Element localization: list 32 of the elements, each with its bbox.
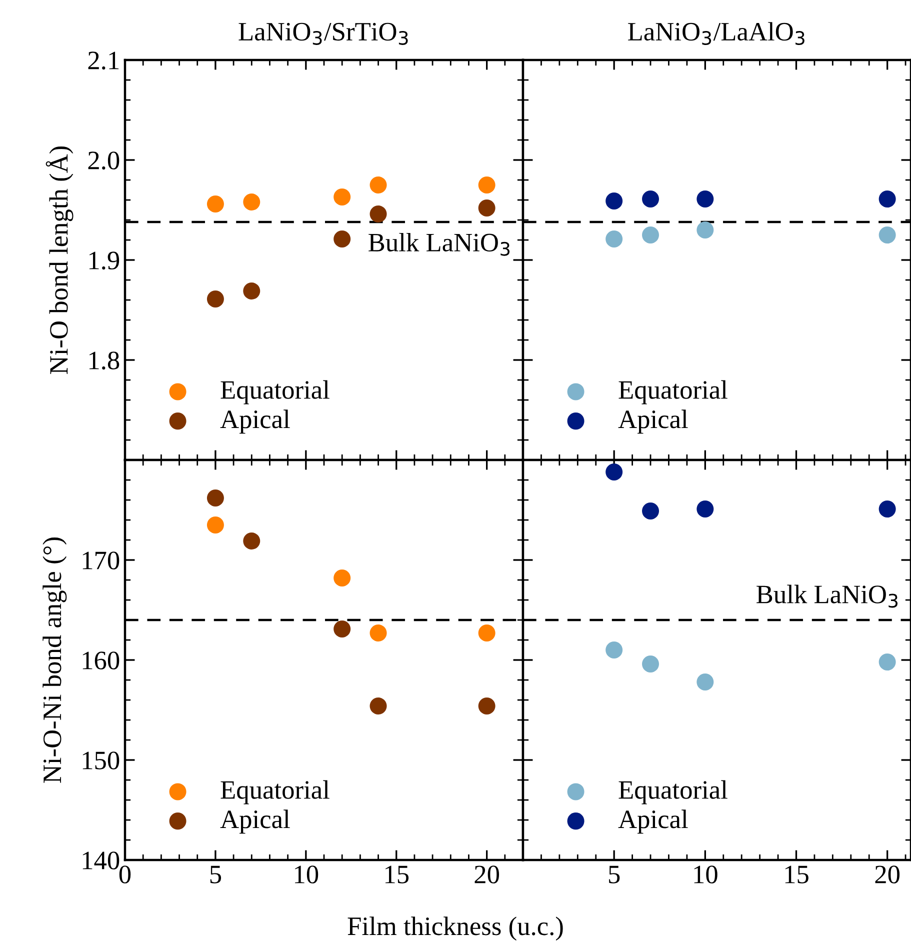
chart-title: LaNiO$_{3}$/LaAlO$_{3}$ [628, 22, 804, 45]
x-axis-title: Film thickness (u.c.) [348, 916, 563, 941]
legend-label: Equatorial [220, 780, 330, 804]
y-tick-label: 1.8 [89, 352, 120, 370]
y-axis-title: Ni-O-Ni bond angle (°) [42, 538, 67, 783]
y-tick-label: 150 [82, 752, 120, 770]
x-tick-label: 5 [210, 866, 222, 884]
legend-label: Apical [618, 810, 688, 834]
y-tick-label: 1.9 [89, 252, 120, 270]
x-tick-label: 15 [785, 866, 808, 884]
x-tick-label: 5 [609, 866, 620, 884]
legend-label: Equatorial [220, 380, 330, 404]
x-tick-label: 20 [875, 866, 900, 884]
y-tick-label: 170 [82, 552, 120, 570]
legend-label: Equatorial [618, 380, 728, 404]
y-tick-label: 2.0 [88, 152, 120, 170]
ref-line-label: Bulk LaNiO$_{3}$ [368, 232, 510, 256]
chart-title: LaNiO$_{3}$/SrTiO$_{3}$ [238, 22, 408, 45]
ref-line-label: Bulk LaNiO$_{3}$ [756, 584, 898, 608]
x-tick-label: 10 [295, 866, 318, 884]
x-tick-label: 20 [474, 866, 500, 884]
x-tick-label: 15 [385, 866, 409, 884]
y-axis-title: Ni-O bond length (Å) [46, 146, 74, 374]
y-tick-label: 2.1 [88, 52, 119, 70]
legend-label: Apical [220, 810, 290, 834]
legend-label: Apical [220, 410, 290, 434]
x-tick-label: 10 [694, 866, 718, 884]
y-tick-label: 140 [82, 852, 120, 870]
legend-label: Apical [618, 410, 688, 434]
y-tick-label: 160 [82, 652, 120, 670]
x-tick-label: 0 [119, 866, 131, 884]
legend-label: Equatorial [618, 780, 728, 804]
